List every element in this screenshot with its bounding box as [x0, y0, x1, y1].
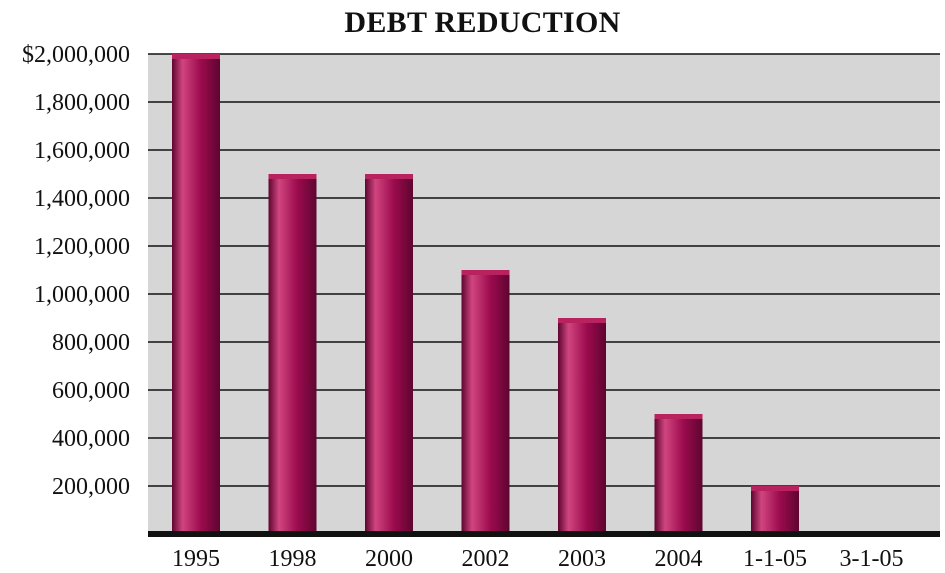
- bar: [172, 54, 220, 534]
- x-tick-label: 2000: [365, 546, 413, 572]
- y-tick-label: 1,400,000: [34, 186, 130, 212]
- bar: [365, 174, 413, 534]
- bar-top-cap: [751, 486, 799, 491]
- bar-top-cap: [654, 414, 703, 419]
- x-tick-label: 1995: [172, 546, 220, 572]
- bar-top-cap: [558, 318, 606, 323]
- chart-title: DEBT REDUCTION: [344, 6, 621, 39]
- y-tick-label: 800,000: [52, 330, 130, 356]
- bar: [461, 270, 510, 534]
- y-tick-label: 1,200,000: [34, 234, 130, 260]
- bar: [751, 486, 799, 534]
- x-tick-label: 1998: [269, 546, 317, 572]
- x-tick-label: 3-1-05: [840, 546, 904, 572]
- x-tick-label: 2004: [655, 546, 703, 572]
- bar-top-cap: [365, 174, 413, 179]
- x-tick-label: 1-1-05: [743, 546, 807, 572]
- y-tick-label: 600,000: [52, 378, 130, 404]
- bar: [558, 318, 606, 534]
- bar: [654, 414, 703, 534]
- bar-top-cap: [172, 54, 220, 59]
- y-tick-label: 400,000: [52, 426, 130, 452]
- bar-top-cap: [461, 270, 510, 275]
- x-tick-label: 2002: [462, 546, 510, 572]
- bar-top-cap: [268, 174, 317, 179]
- y-tick-label: $2,000,000: [22, 42, 130, 68]
- y-tick-label: 1,000,000: [34, 282, 130, 308]
- y-tick-label: 1,600,000: [34, 138, 130, 164]
- y-tick-label: 1,800,000: [34, 90, 130, 116]
- bar: [268, 174, 317, 534]
- x-tick-label: 2003: [558, 546, 606, 572]
- y-tick-label: 200,000: [52, 474, 130, 500]
